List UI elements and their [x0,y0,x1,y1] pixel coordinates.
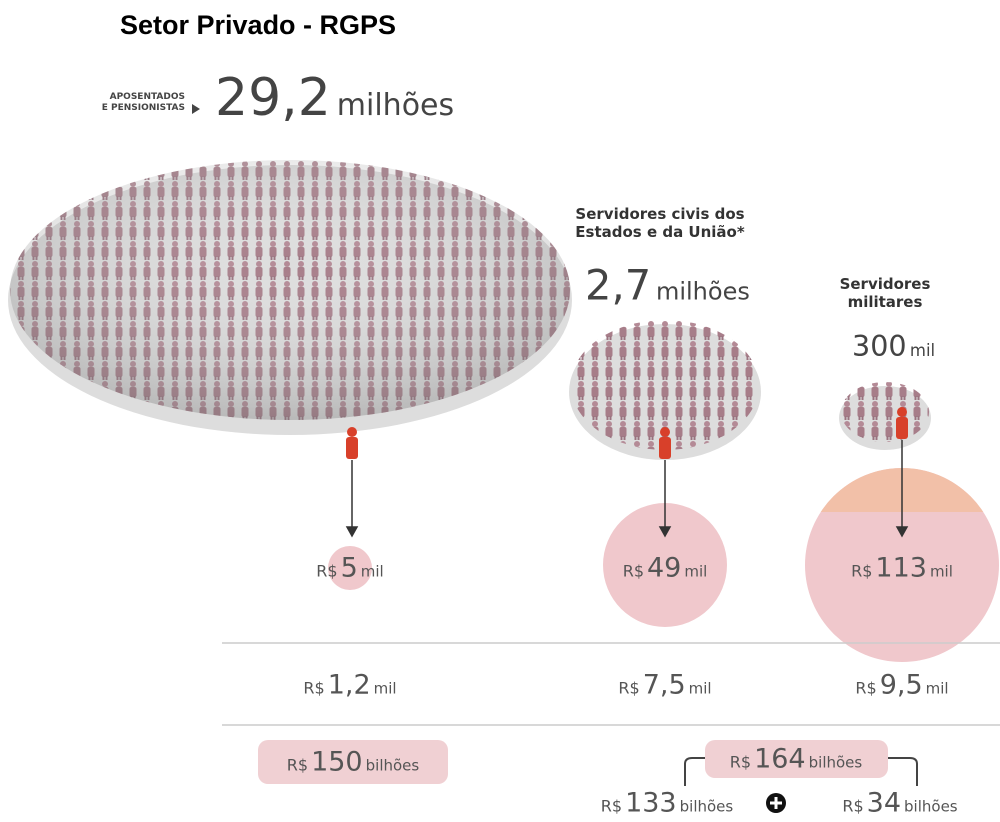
currency: R$ [851,562,872,581]
unit: bilhões [904,798,958,816]
title: Setor Privado - RGPS [120,10,396,41]
page: Setor Privado - RGPS APOSENTADOS E PENSI… [0,0,1000,822]
value: 49 [647,553,681,584]
label-line: militares [840,293,931,311]
crowd-rgps [8,160,572,435]
unit: mil [361,563,384,581]
currency: R$ [855,679,876,698]
value: 150 [311,747,363,778]
count-unit: milhões [337,88,454,123]
group-label: Servidores civis dos Estados e da União* [575,205,744,241]
count-unit: milhões [656,278,750,306]
unit: mil [926,680,949,698]
value: 133 [625,788,677,819]
value: 9,5 [880,670,923,701]
value: 164 [754,744,806,775]
label-line: APOSENTADOS [102,92,185,103]
count-value: 2,7 [585,262,651,310]
label-line: Servidores [840,275,931,293]
label-line: Servidores civis dos [575,205,744,223]
count-value: 29,2 [215,68,331,128]
currency: R$ [842,797,863,816]
infographic [0,0,1000,822]
value: 34 [867,788,901,819]
currency: R$ [601,797,622,816]
group-label: APOSENTADOS E PENSIONISTAS [102,92,185,114]
unit: bilhões [680,798,734,816]
label-line: Estados e da União* [575,223,744,241]
pointer [192,104,200,114]
circle-overlap [800,465,1000,512]
currency: R$ [618,679,639,698]
value: 5 [341,553,358,584]
currency: R$ [287,756,308,775]
crowd-militares [839,382,931,450]
unit: mil [689,680,712,698]
value: 1,2 [328,670,371,701]
currency: R$ [316,562,337,581]
unit: mil [684,563,707,581]
label-line: E PENSIONISTAS [102,103,185,114]
count-value: 300 [852,330,907,363]
unit: mil [374,680,397,698]
currency: R$ [303,679,324,698]
group-label: Servidores militares [840,275,931,311]
unit: bilhões [366,757,420,775]
currency: R$ [623,562,644,581]
unit: bilhões [809,754,863,772]
value: 113 [875,553,927,584]
value: 7,5 [643,670,686,701]
count-unit: mil [910,341,935,360]
currency: R$ [730,753,751,772]
unit: mil [930,563,953,581]
